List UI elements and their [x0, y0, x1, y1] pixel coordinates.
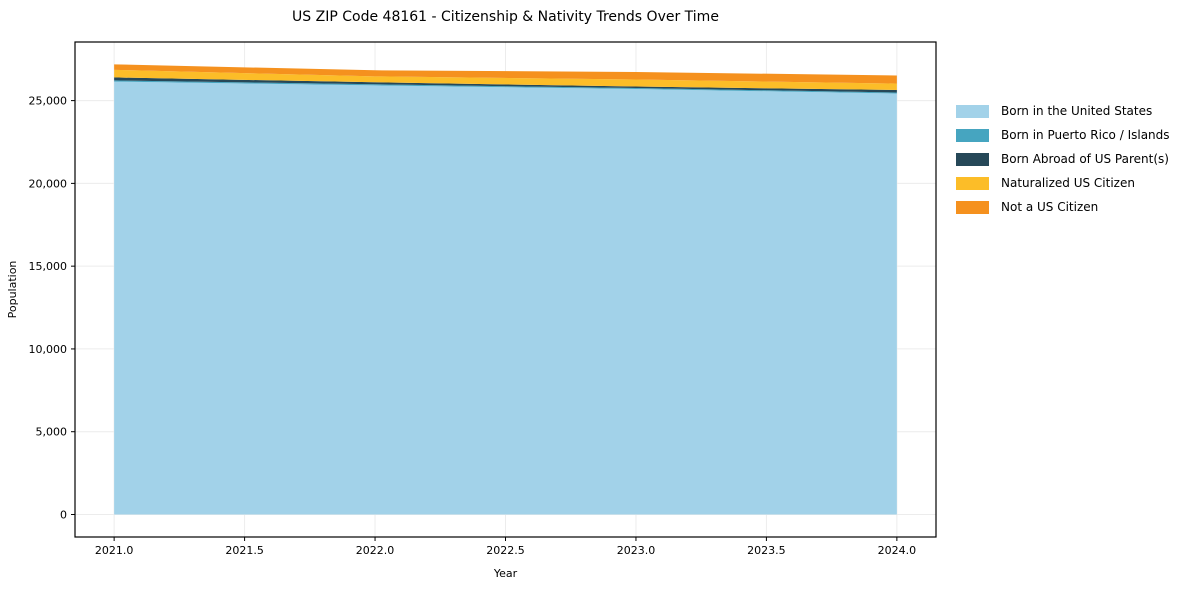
legend-swatch-icon	[956, 176, 989, 190]
y-tick-label: 0	[60, 508, 67, 521]
x-tick-label: 2024.0	[878, 544, 917, 557]
x-tick-label: 2023.5	[747, 544, 786, 557]
y-tick-label: 15,000	[29, 260, 68, 273]
legend: Born in the United States Born in Puerto …	[956, 104, 1170, 214]
legend-item-4: Not a US Citizen	[956, 200, 1170, 214]
y-tick-label: 10,000	[29, 343, 68, 356]
legend-item-3: Naturalized US Citizen	[956, 176, 1170, 190]
legend-item-1: Born in Puerto Rico / Islands	[956, 128, 1170, 142]
legend-item-2: Born Abroad of US Parent(s)	[956, 152, 1170, 166]
y-axis-label: Population	[6, 261, 19, 319]
legend-label: Born in the United States	[1001, 104, 1153, 118]
legend-label: Naturalized US Citizen	[1001, 176, 1135, 190]
legend-label: Not a US Citizen	[1001, 200, 1099, 214]
x-tick-label: 2021.5	[225, 544, 264, 557]
y-tick-label: 20,000	[29, 177, 68, 190]
legend-swatch-icon	[956, 128, 989, 142]
area-series-0	[114, 81, 897, 515]
legend-swatch-icon	[956, 152, 989, 166]
x-tick-label: 2021.0	[95, 544, 134, 557]
area-series-4	[114, 64, 897, 84]
x-axis-label: Year	[493, 567, 518, 580]
legend-swatch-icon	[956, 104, 989, 118]
y-tick-label: 25,000	[29, 95, 68, 108]
x-tick-label: 2023.0	[617, 544, 656, 557]
x-tick-label: 2022.5	[486, 544, 525, 557]
area-series-1	[114, 80, 897, 94]
x-tick-label: 2022.0	[356, 544, 395, 557]
area-series-3	[114, 69, 897, 91]
area-series-2	[114, 77, 897, 93]
legend-label: Born Abroad of US Parent(s)	[1001, 152, 1169, 166]
legend-label: Born in Puerto Rico / Islands	[1001, 128, 1170, 142]
legend-item-0: Born in the United States	[956, 104, 1170, 118]
chart-title: US ZIP Code 48161 - Citizenship & Nativi…	[292, 9, 719, 25]
legend-swatch-icon	[956, 200, 989, 214]
y-tick-label: 5,000	[36, 426, 68, 439]
